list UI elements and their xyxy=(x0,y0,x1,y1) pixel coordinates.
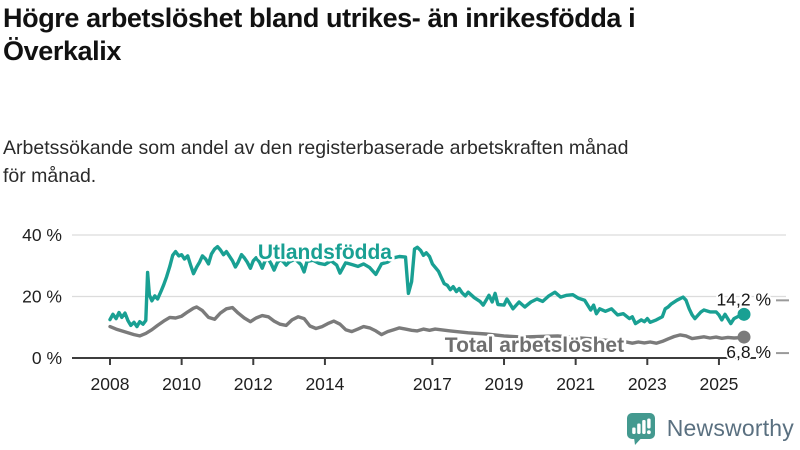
page-title-line-1: Högre arbetslöshet bland utrikes- än inr… xyxy=(3,3,636,33)
newsworthy-logo-text: Newsworthy xyxy=(666,414,794,441)
y-axis-tick-label: 0 % xyxy=(32,348,62,368)
series-line-utlandsfodda xyxy=(108,245,746,329)
newsworthy-chart-bubble-icon xyxy=(626,413,655,445)
x-axis-tick-label: 2025 xyxy=(699,374,738,394)
series-end-dot xyxy=(737,307,751,321)
line-chart-svg: 40 % 20 % 0 % 2008 2010 2012 2014 2017 2019 2021 2… xyxy=(22,225,789,394)
x-axis-tick-label: 2014 xyxy=(305,374,344,394)
chart-subtitle-line-2: för månad. xyxy=(3,164,97,187)
y-axis-tick-label: 40 % xyxy=(22,225,62,245)
series-end-value-label: 6,8 % xyxy=(726,342,771,362)
newsworthy-logo[interactable]: Newsworthy xyxy=(624,411,794,445)
x-axis-tick-label: 2017 xyxy=(413,374,452,394)
x-axis-tick-label: 2008 xyxy=(91,374,130,394)
chart-subtitle-line-1: Arbetssökande som andel av den registerb… xyxy=(3,137,629,159)
y-axis-tick-label: 20 % xyxy=(22,287,62,307)
x-axis-tick-label: 2012 xyxy=(234,374,273,394)
x-axis-tick-label: 2010 xyxy=(162,374,201,394)
series-end-dot xyxy=(737,330,751,344)
line-chart: 40 % 20 % 0 % 2008 2010 2012 2014 2017 2019 2021 2… xyxy=(0,212,800,407)
page-title: Högre arbetslöshet bland utrikes- än inr… xyxy=(3,2,797,68)
series-label-total: Total arbetslöshet xyxy=(445,334,624,357)
x-axis-tick-label: 2019 xyxy=(485,374,524,394)
series-end-value-label: 14,2 % xyxy=(717,289,771,309)
chart-subtitle: Arbetssökande som andel av den registerb… xyxy=(3,135,783,190)
x-axis-tick-label: 2021 xyxy=(556,374,595,394)
page-title-line-2: Överkalix xyxy=(3,36,121,67)
series-line-total xyxy=(108,305,746,345)
series-label-utlandsfodda: Utlandsfödda xyxy=(258,241,392,264)
x-axis-tick-label: 2023 xyxy=(628,374,667,394)
